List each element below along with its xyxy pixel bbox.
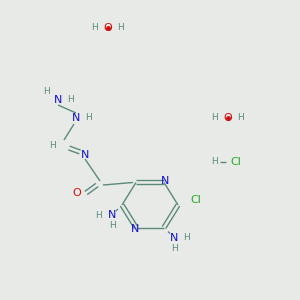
Text: Cl: Cl xyxy=(190,195,201,205)
Text: H: H xyxy=(50,140,56,149)
Text: O: O xyxy=(103,23,112,33)
Text: N: N xyxy=(72,113,80,123)
Text: N: N xyxy=(131,224,139,233)
Text: H: H xyxy=(238,113,244,122)
Text: H: H xyxy=(171,244,177,253)
Text: H: H xyxy=(212,113,218,122)
Text: H: H xyxy=(118,23,124,32)
Text: Cl: Cl xyxy=(231,157,242,167)
Text: N: N xyxy=(81,150,89,160)
Text: O: O xyxy=(224,113,232,123)
Text: H: H xyxy=(109,221,116,230)
Text: H: H xyxy=(92,23,98,32)
Text: N: N xyxy=(170,232,178,242)
Text: N: N xyxy=(108,210,116,220)
Text: N: N xyxy=(54,95,62,105)
Text: H: H xyxy=(96,211,102,220)
Text: H: H xyxy=(44,86,50,95)
Text: O: O xyxy=(73,188,81,198)
Text: H: H xyxy=(85,113,92,122)
Text: H: H xyxy=(184,233,190,242)
Text: H: H xyxy=(212,158,218,166)
Text: N: N xyxy=(161,176,169,187)
Text: H: H xyxy=(67,95,73,104)
